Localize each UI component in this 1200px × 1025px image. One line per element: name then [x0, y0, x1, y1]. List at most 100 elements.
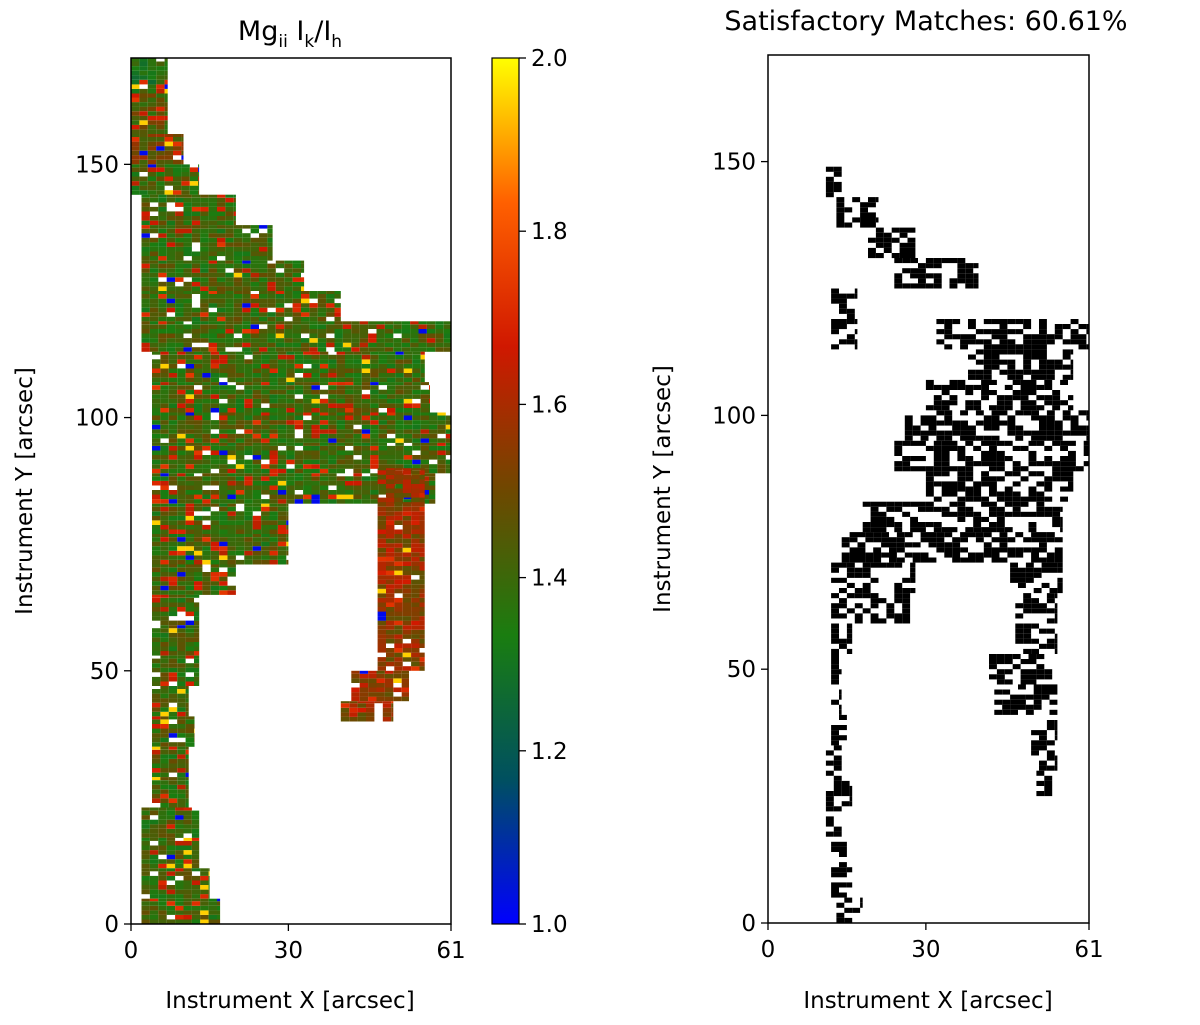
- heatmap-cell: [152, 394, 161, 399]
- heatmap-cell: [401, 678, 409, 683]
- heatmap-cell: [200, 281, 209, 287]
- heatmap-cell: [303, 490, 312, 495]
- heatmap-cell: [177, 503, 186, 507]
- heatmap-cell: [269, 433, 278, 439]
- heatmap-cell: [185, 385, 194, 390]
- heatmap-cell: [185, 641, 194, 647]
- heatmap-cell: [168, 398, 178, 404]
- heatmap-cell: [152, 398, 161, 404]
- heatmap-cell: [156, 164, 165, 168]
- heatmap-cell: [277, 541, 287, 547]
- heatmap-cell: [160, 407, 169, 413]
- heatmap-cell: [277, 550, 287, 556]
- match-cell: [1054, 364, 1063, 370]
- match-cell: [968, 435, 976, 441]
- heatmap-cell: [235, 529, 245, 535]
- heatmap-cell: [334, 324, 343, 329]
- match-cell: [1036, 440, 1045, 446]
- heatmap-cell: [194, 676, 200, 682]
- match-cell: [1007, 374, 1016, 380]
- heatmap-cell: [269, 480, 278, 486]
- match-cell: [999, 359, 1008, 365]
- heatmap-cell: [250, 312, 259, 317]
- heatmap-cell: [443, 321, 451, 325]
- match-cell: [1039, 628, 1047, 634]
- heatmap-cell: [141, 833, 150, 838]
- match-cell: [975, 369, 984, 375]
- match-cell: [899, 227, 908, 233]
- match-cell: [1031, 415, 1039, 421]
- match-cell: [836, 212, 845, 218]
- heatmap-cell: [185, 555, 194, 560]
- match-cell: [1054, 547, 1063, 553]
- match-cell: [975, 435, 984, 441]
- heatmap-cell: [183, 237, 192, 243]
- match-cell: [1083, 445, 1089, 451]
- heatmap-cell: [361, 412, 371, 416]
- heatmap-cell: [275, 316, 285, 322]
- heatmap-cell: [202, 537, 211, 542]
- match-cell: [1023, 410, 1032, 416]
- heatmap-cell: [402, 483, 412, 489]
- match-cell: [957, 501, 966, 507]
- heatmap-cell: [185, 789, 189, 794]
- heatmap-cell: [368, 670, 377, 674]
- heatmap-cell: [286, 373, 295, 378]
- heatmap-cell: [149, 256, 159, 261]
- match-cell: [912, 425, 921, 431]
- match-cell: [1046, 420, 1055, 426]
- heatmap-cell: [411, 625, 420, 630]
- heatmap-cell: [175, 815, 184, 820]
- heatmap-cell: [168, 559, 178, 565]
- heatmap-cell: [152, 632, 161, 638]
- heatmap-cell: [235, 459, 245, 465]
- heatmap-cell: [361, 351, 371, 355]
- heatmap-cell: [235, 464, 245, 469]
- match-cell: [989, 506, 997, 512]
- heatmap-cell: [403, 412, 413, 416]
- heatmap-cell: [269, 351, 278, 355]
- heatmap-cell: [294, 359, 304, 364]
- match-cell: [1028, 527, 1037, 533]
- heatmap-cell: [351, 324, 360, 329]
- heatmap-cell: [235, 546, 245, 551]
- heatmap-cell: [328, 368, 337, 373]
- heatmap-cell: [149, 286, 159, 291]
- heatmap-cell: [269, 499, 278, 504]
- heatmap-cell: [393, 673, 402, 679]
- heatmap-cell: [419, 538, 425, 544]
- heatmap-cell: [227, 590, 236, 595]
- heatmap-cell: [269, 385, 278, 390]
- heatmap-cell: [357, 703, 366, 708]
- heatmap-cell: [164, 97, 168, 103]
- match-cell: [1007, 552, 1016, 558]
- heatmap-cell: [386, 497, 395, 503]
- match-cell: [873, 547, 882, 553]
- heatmap-cell: [217, 197, 226, 203]
- heatmap-cell: [227, 429, 236, 434]
- heatmap-cell: [168, 373, 178, 378]
- heatmap-cell: [336, 459, 345, 465]
- match-cell: [862, 608, 871, 614]
- heatmap-cell: [437, 438, 446, 443]
- match-cell: [1018, 572, 1026, 578]
- match-cell: [1025, 694, 1034, 700]
- heatmap-cell: [326, 321, 335, 325]
- heatmap-cell: [177, 559, 186, 565]
- match-cell: [944, 552, 953, 558]
- match-cell: [1046, 369, 1055, 375]
- heatmap-cell: [200, 894, 209, 899]
- heatmap-cell: [152, 651, 161, 656]
- heatmap-cell: [319, 450, 329, 456]
- heatmap-cell: [208, 242, 217, 247]
- match-cell: [1028, 405, 1037, 411]
- heatmap-cell: [183, 901, 192, 906]
- x-tick-label: 30: [274, 938, 303, 964]
- heatmap-cell: [311, 494, 320, 500]
- heatmap-cell: [286, 368, 295, 373]
- heatmap-cell: [269, 503, 278, 507]
- heatmap-cell: [149, 854, 159, 860]
- heatmap-cell: [202, 515, 211, 521]
- heatmap-cell: [286, 389, 295, 395]
- match-cell: [1041, 562, 1050, 568]
